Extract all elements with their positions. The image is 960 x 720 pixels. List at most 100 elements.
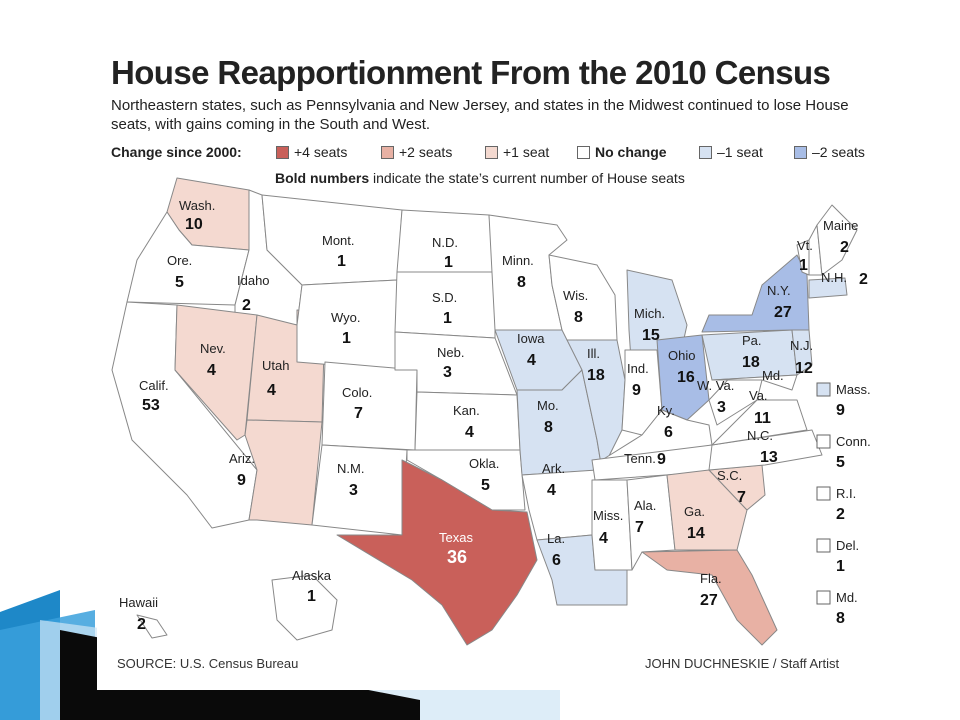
state-label-ks: Kan.: [453, 403, 480, 418]
state-shape-az: [244, 419, 323, 526]
source-note: SOURCE: U.S. Census Bureau: [117, 656, 299, 671]
state-shape-il: [566, 339, 626, 471]
side-swatch-2: [816, 486, 831, 501]
side-state-label-4: Md.: [836, 590, 858, 605]
state-seats-ne: 3: [443, 364, 452, 381]
state-label-wy: Wyo.: [331, 310, 361, 325]
state-seats-nm: 3: [349, 482, 358, 499]
state-seats-co: 7: [354, 405, 363, 422]
state-label-ca: Calif.: [139, 378, 169, 393]
state-label-oh: Ohio: [668, 348, 695, 363]
state-seats-wi: 8: [574, 309, 583, 326]
state-seats-al: 7: [635, 519, 644, 536]
state-label-vt: Vt.: [797, 238, 813, 253]
state-seats-vt: 1: [799, 257, 808, 274]
state-shape-ms: [591, 479, 633, 571]
state-label-wi: Wis.: [563, 288, 588, 303]
state-label-al: Ala.: [634, 498, 656, 513]
state-seats-nh: 2: [859, 271, 868, 288]
state-label-ms: Miss.: [593, 508, 623, 523]
state-label-tn: Tenn.: [624, 451, 656, 466]
state-label-ne: Neb.: [437, 345, 464, 360]
state-seats-ak: 1: [307, 588, 316, 605]
state-seats-mi: 15: [642, 327, 660, 344]
side-swatch-3: [816, 538, 831, 553]
state-shape-sd: [394, 271, 496, 339]
state-shape-ny: [701, 254, 810, 333]
state-label-ok: Okla.: [469, 456, 499, 471]
legend-label-plus1: +1 seat: [503, 144, 550, 160]
state-shape-nm: [311, 444, 408, 536]
legend-heading: Change since 2000:: [111, 144, 242, 160]
state-label-hi: Hawaii: [119, 595, 158, 610]
state-seats-nc: 13: [760, 449, 778, 466]
state-seats-ms: 4: [599, 530, 608, 547]
legend-label-nochange: No change: [595, 144, 667, 160]
state-seats-ga: 14: [687, 525, 705, 542]
state-shape-hi: [136, 614, 168, 639]
state-shape-md: [711, 374, 798, 391]
state-seats-il: 18: [587, 367, 605, 384]
state-seats-ut: 4: [267, 382, 276, 399]
side-state-seats-1: 5: [836, 454, 845, 471]
side-swatch-1: [816, 434, 831, 449]
side-swatch-4: [816, 590, 831, 605]
state-label-ky: Ky.: [657, 403, 675, 418]
side-state-seats-2: 2: [836, 506, 845, 523]
side-state-label-0: Mass.: [836, 382, 871, 397]
state-seats-mt: 1: [337, 253, 346, 270]
state-label-nh: N.H.: [821, 270, 847, 285]
state-label-ar: Ark.: [542, 461, 565, 476]
state-label-wv: W. Va.: [697, 378, 734, 393]
state-label-nc: N.C.: [747, 428, 773, 443]
state-seats-wy: 1: [342, 330, 351, 347]
state-shape-va: [711, 399, 808, 446]
side-swatch-0: [816, 382, 831, 397]
state-seats-me: 2: [840, 239, 849, 256]
state-seats-sc: 7: [737, 489, 746, 506]
state-label-sc: S.C.: [717, 468, 742, 483]
state-label-mi: Mich.: [634, 306, 665, 321]
legend-item-minus2: –2 seats: [794, 144, 865, 160]
state-shape-wy: [296, 279, 398, 371]
artist-credit: JOHN DUCHNESKIE / Staff Artist: [645, 656, 840, 671]
state-shape-fl: [641, 549, 778, 646]
state-label-nj: N.J.: [790, 338, 813, 353]
state-label-mo: Mo.: [537, 398, 559, 413]
state-label-me: Maine: [823, 218, 858, 233]
state-label-mt: Mont.: [322, 233, 355, 248]
state-seats-mo: 8: [544, 419, 553, 436]
state-seats-az: 9: [237, 472, 246, 489]
state-shape-ak: [271, 574, 338, 641]
state-seats-or: 5: [175, 274, 184, 291]
state-shape-oh: [656, 334, 710, 421]
state-seats-in: 9: [632, 382, 641, 399]
swatch-nochange: [577, 145, 590, 159]
state-seats-ny: 27: [774, 304, 792, 321]
state-seats-nv: 4: [207, 362, 216, 379]
state-seats-la: 6: [552, 552, 561, 569]
state-shape-nv: [174, 304, 258, 441]
state-seats-va: 11: [754, 410, 771, 427]
state-shape-ks: [414, 391, 521, 451]
legend-label-plus4: +4 seats: [294, 144, 348, 160]
state-label-tx: Texas: [439, 530, 473, 545]
legend-item-minus1: –1 seat: [699, 144, 763, 160]
subtitle: Northeastern states, such as Pennsylvani…: [111, 97, 849, 133]
state-seats-nd: 1: [444, 254, 453, 271]
state-label-la: La.: [547, 531, 565, 546]
swatch-plus1: [485, 145, 498, 159]
state-shape-co: [321, 361, 418, 451]
state-label-sd: S.D.: [432, 290, 457, 305]
bold-note: Bold numbers indicate the state’s curren…: [275, 170, 685, 186]
state-shape-ga: [666, 469, 748, 551]
legend-item-plus1: +1 seat: [485, 144, 549, 160]
state-shape-me: [816, 204, 858, 276]
swatch-plus4: [276, 145, 289, 159]
side-state-label-3: Del.: [836, 538, 859, 553]
side-state-label-1: Conn.: [836, 434, 871, 449]
state-label-il: Ill.: [587, 346, 600, 361]
state-seats-mn: 8: [517, 274, 526, 291]
legend-item-plus2: +2 seats: [381, 144, 452, 160]
